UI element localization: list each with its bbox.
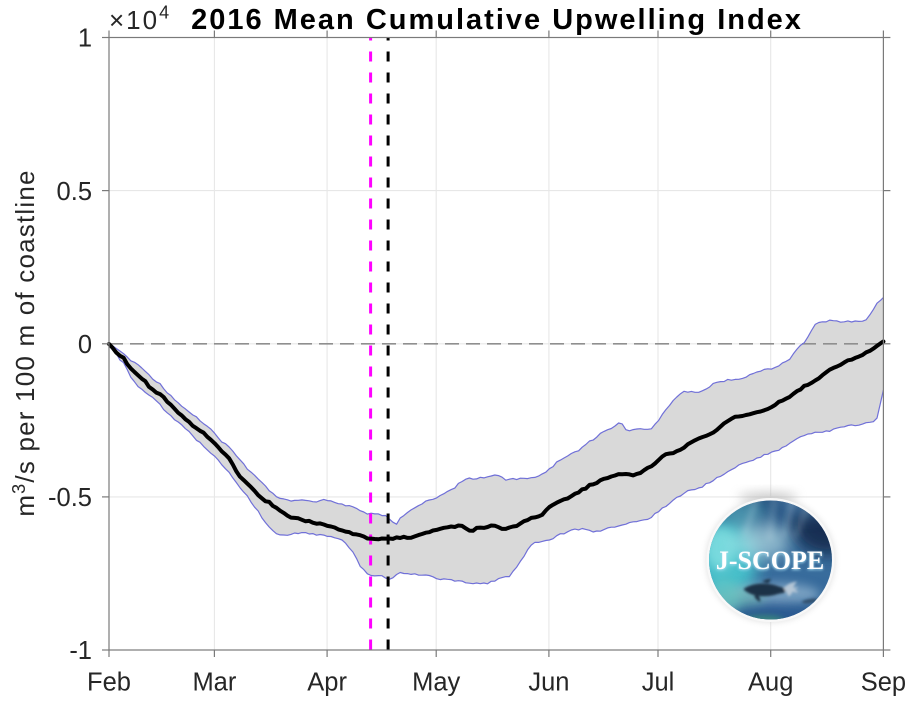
svg-text:0: 0	[78, 331, 92, 359]
svg-text:J-SCOPE: J-SCOPE	[716, 546, 824, 575]
svg-text:0.5: 0.5	[57, 178, 92, 206]
svg-text:1: 1	[78, 25, 92, 53]
svg-text:Jul: Jul	[642, 669, 675, 697]
svg-text:Mar: Mar	[192, 669, 236, 697]
svg-text:J-SCOPE: J-SCOPE	[716, 547, 824, 576]
svg-text:Sep: Sep	[861, 669, 906, 697]
svg-text:-1: -1	[69, 637, 92, 665]
svg-text:Apr: Apr	[307, 669, 347, 697]
svg-text:Jun: Jun	[528, 669, 569, 697]
svg-text:May: May	[412, 669, 460, 697]
svg-text:-0.5: -0.5	[48, 484, 92, 512]
svg-text:2016 Mean Cumulative Upwelling: 2016 Mean Cumulative Upwelling Index	[191, 4, 803, 36]
svg-text:×104: ×104	[109, 3, 171, 36]
svg-text:Feb: Feb	[87, 669, 131, 697]
svg-text:m3/s per 100 m of coastline: m3/s per 100 m of coastline	[9, 169, 40, 516]
svg-text:Aug: Aug	[748, 669, 793, 697]
